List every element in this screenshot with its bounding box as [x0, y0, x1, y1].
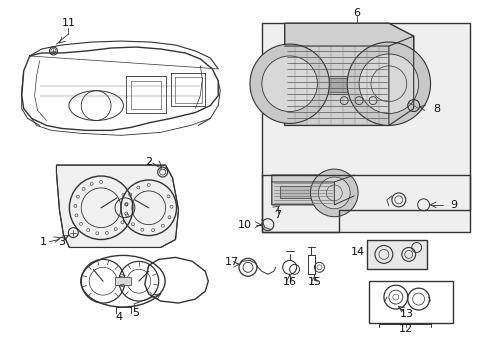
Text: 6: 6	[353, 8, 360, 18]
Text: 9: 9	[449, 200, 457, 210]
Bar	[262, 23, 469, 231]
Polygon shape	[284, 23, 413, 125]
Text: 10: 10	[238, 220, 251, 230]
Text: 11: 11	[61, 18, 75, 28]
Text: 7: 7	[274, 210, 281, 220]
Circle shape	[262, 56, 317, 112]
Text: 3: 3	[58, 237, 65, 247]
Text: 1: 1	[40, 237, 47, 247]
Circle shape	[358, 54, 418, 113]
Text: 15: 15	[307, 277, 321, 287]
Bar	[301, 78, 366, 92]
Polygon shape	[271, 175, 353, 205]
Text: 17: 17	[224, 257, 239, 267]
Text: 13: 13	[399, 309, 413, 319]
Text: 8: 8	[433, 104, 440, 113]
Text: 5: 5	[132, 308, 139, 318]
Bar	[366, 239, 426, 269]
Circle shape	[318, 177, 349, 209]
Circle shape	[346, 42, 429, 125]
Circle shape	[249, 44, 328, 123]
Text: 14: 14	[350, 247, 365, 257]
Polygon shape	[56, 165, 178, 247]
Bar	[299, 76, 368, 94]
Text: 4: 4	[115, 312, 122, 322]
Bar	[368, 281, 452, 323]
Circle shape	[310, 169, 357, 217]
Bar	[115, 277, 131, 285]
Text: 2: 2	[145, 157, 152, 167]
Text: 16: 16	[282, 277, 296, 287]
Bar	[279, 186, 319, 198]
Text: 12: 12	[398, 324, 412, 334]
